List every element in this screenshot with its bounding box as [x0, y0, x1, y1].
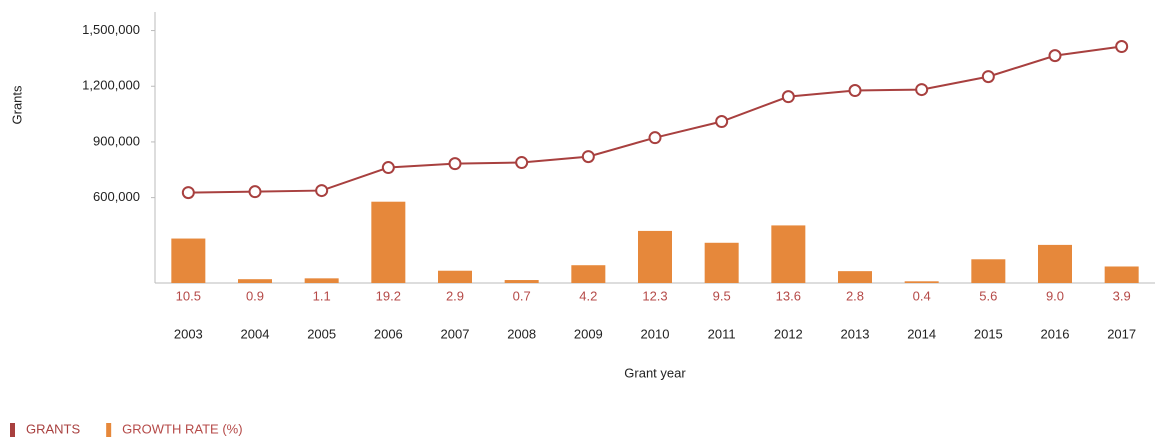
- x-tick-label: 2008: [507, 326, 536, 341]
- value-label: 2.8: [846, 288, 864, 303]
- point: [581, 150, 595, 164]
- value-label: 13.6: [776, 288, 801, 303]
- x-tick-label: 2013: [841, 326, 870, 341]
- value-label: 9.0: [1046, 288, 1064, 303]
- value-label: 1.1: [313, 288, 331, 303]
- y-tick-label: 900,000: [93, 133, 140, 148]
- point: [515, 156, 529, 170]
- y-tick-label: 600,000: [93, 189, 140, 204]
- x-tick-label: 2010: [641, 326, 670, 341]
- bar: [971, 259, 1006, 283]
- x-tick-label: 2012: [774, 326, 803, 341]
- value-label: 3.9: [1113, 288, 1131, 303]
- bar: [638, 230, 672, 283]
- x-tick-label: 2011: [708, 326, 736, 341]
- point: [315, 184, 329, 198]
- legend-swatch: [106, 423, 112, 437]
- x-tick-label: 2003: [174, 326, 203, 341]
- x-tick-label: 2006: [374, 326, 403, 341]
- bar: [1104, 266, 1139, 283]
- value-label: 5.6: [979, 288, 997, 303]
- bar: [438, 270, 472, 283]
- bar: [771, 225, 806, 283]
- point: [381, 161, 395, 175]
- bar: [838, 271, 872, 283]
- bar: [1038, 244, 1072, 283]
- point: [981, 70, 995, 84]
- bar: [571, 265, 606, 283]
- bar: [904, 281, 939, 283]
- x-tick-label: 2004: [241, 326, 270, 341]
- point: [181, 186, 195, 200]
- y-axis-title: Grants: [9, 85, 24, 125]
- x-tick-label: 2007: [441, 326, 470, 341]
- y-tick-label: 1,200,000: [82, 78, 140, 93]
- x-tick-label: 2009: [574, 326, 603, 341]
- y-tick-label: 1,500,000: [82, 22, 140, 37]
- point: [781, 90, 795, 104]
- bar: [504, 280, 539, 283]
- x-tick-label: 2005: [307, 326, 336, 341]
- value-label: 0.9: [246, 288, 264, 303]
- value-label: 0.7: [513, 288, 531, 303]
- point: [1048, 49, 1062, 63]
- x-tick-label: 2014: [907, 326, 936, 341]
- point: [248, 185, 262, 199]
- point: [915, 83, 929, 97]
- value-label: 12.3: [642, 288, 667, 303]
- point: [715, 115, 729, 129]
- bar: [171, 238, 206, 283]
- value-label: 19.2: [376, 288, 401, 303]
- value-label: 4.2: [579, 288, 597, 303]
- x-axis-title: Grant year: [624, 365, 686, 380]
- value-label: 10.5: [176, 288, 201, 303]
- value-label: 9.5: [713, 288, 731, 303]
- value-label: 0.4: [913, 288, 931, 303]
- point: [848, 84, 862, 98]
- x-tick-label: 2016: [1041, 326, 1070, 341]
- point: [448, 157, 462, 171]
- point: [648, 131, 662, 145]
- value-label: 2.9: [446, 288, 464, 303]
- x-tick-label: 2017: [1107, 326, 1136, 341]
- bar: [304, 278, 339, 283]
- x-tick-label: 2015: [974, 326, 1003, 341]
- legend-swatch: [10, 423, 15, 437]
- bar: [371, 201, 406, 283]
- bar: [238, 279, 272, 283]
- legend-label: GROWTH RATE (%): [122, 421, 242, 436]
- point: [1115, 40, 1129, 54]
- legend-label: GRANTS: [26, 421, 81, 436]
- line: [188, 45, 1122, 194]
- bar: [704, 242, 739, 283]
